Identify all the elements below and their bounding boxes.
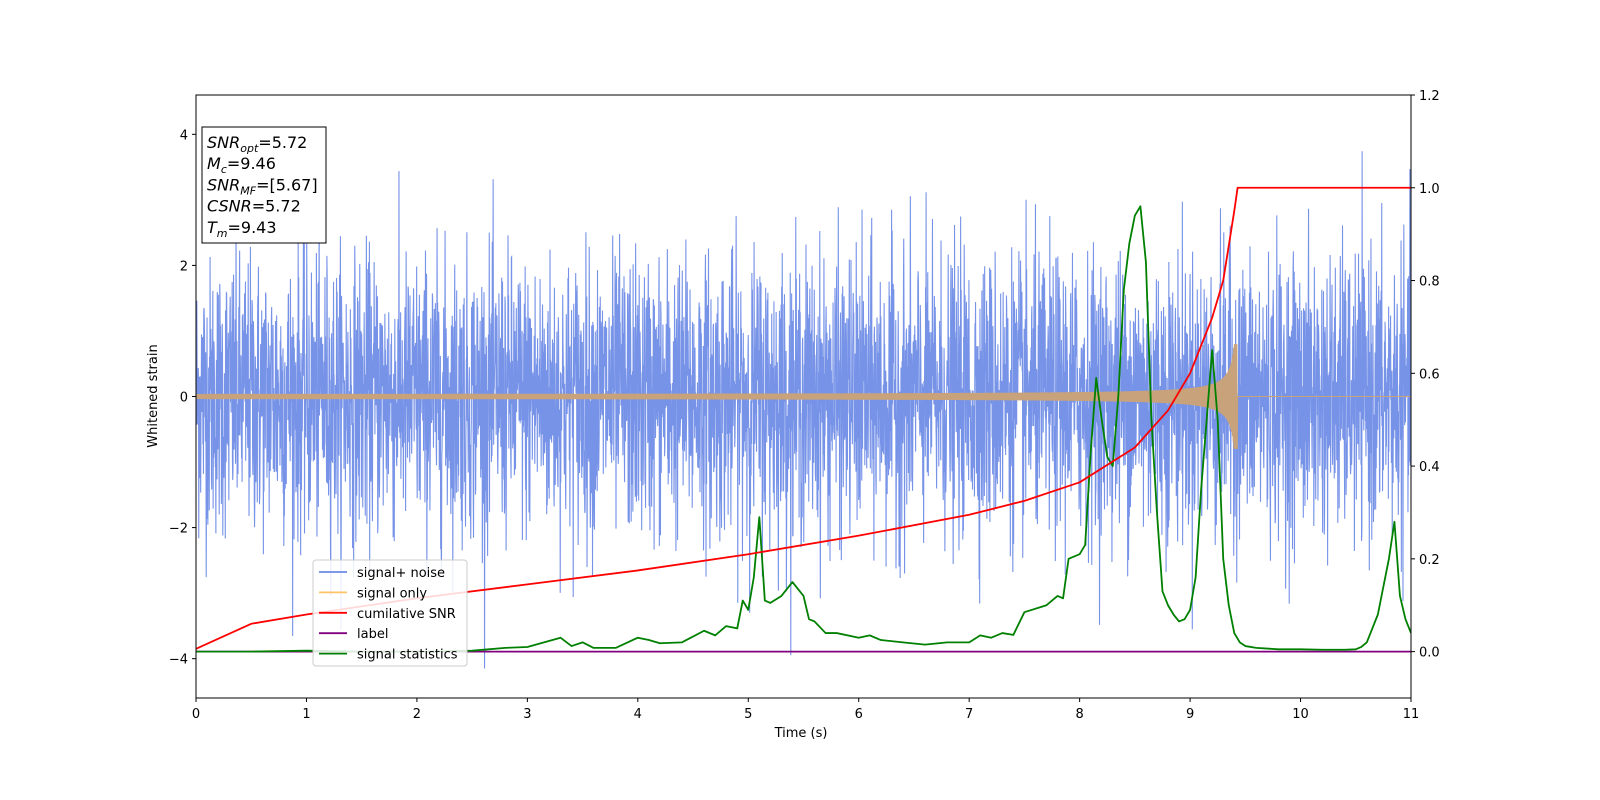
- y-left-tick-label: −2: [169, 522, 188, 537]
- info-line: Tm=9.43: [207, 218, 277, 240]
- info-value: =[5.67]: [256, 175, 318, 194]
- legend: signal+ noise signal only cumilative SNR la…: [312, 559, 468, 667]
- info-line: CSNR=5.72: [207, 197, 301, 216]
- y-right-tick-label: 0.2: [1419, 553, 1440, 568]
- x-tick-label: 5: [744, 707, 752, 722]
- info-line: Mc=9.46: [207, 154, 276, 176]
- signal-only-line: [196, 344, 1411, 449]
- info-value: =9.43: [228, 218, 277, 237]
- y-right-tick-label: 1.0: [1419, 182, 1440, 197]
- y-left-tick-label: −4: [169, 653, 188, 668]
- info-line: SNRMF=[5.67]: [207, 175, 318, 197]
- x-tick-label: 3: [523, 707, 531, 722]
- legend-label: signal statistics: [357, 648, 458, 663]
- info-subscript: c: [221, 163, 227, 176]
- x-tick-label: 9: [1186, 707, 1194, 722]
- info-subscript: m: [217, 227, 228, 240]
- x-tick-label: 2: [413, 707, 421, 722]
- y-left-tick-label: 2: [180, 259, 188, 274]
- y-right-tick-label: 0.4: [1419, 460, 1440, 475]
- x-tick-label: 4: [634, 707, 642, 722]
- legend-frame: [312, 559, 468, 667]
- x-axis-label: Time (s): [774, 726, 828, 741]
- y-right-tick-label: 1.2: [1419, 89, 1440, 104]
- info-value: =5.72: [252, 197, 301, 216]
- y-right-tick-label: 0.8: [1419, 275, 1440, 290]
- info-symbol: CSNR: [207, 197, 252, 216]
- legend-label: cumilative SNR: [357, 607, 456, 622]
- info-value: =9.46: [227, 154, 276, 173]
- info-value: =5.72: [258, 133, 307, 152]
- info-box: SNRopt=5.72Mc=9.46SNRMF=[5.67]CSNR=5.72T…: [201, 126, 327, 244]
- info-box-frame: [201, 126, 327, 244]
- axes-layer: 0 1 2 3 4 5 6 7 8 9 10 11 −4 −2 0 2 4 0.0 0.2 0.4 0.6 0.8 1.0 1…: [169, 89, 1440, 722]
- info-symbol: SNR: [207, 133, 240, 152]
- legend-label: label: [357, 627, 388, 642]
- x-tick-label: 0: [192, 707, 200, 722]
- x-tick-label: 1: [302, 707, 310, 722]
- y-right-tick-label: 0.6: [1419, 367, 1440, 382]
- info-symbol: SNR: [207, 175, 240, 194]
- signal-statistics-line: [196, 205, 1411, 653]
- info-symbol: T: [207, 218, 218, 237]
- info-subscript: MF: [240, 184, 256, 197]
- x-tick-label: 8: [1075, 707, 1083, 722]
- y-axis-label: Whitened strain: [146, 344, 161, 447]
- info-subscript: opt: [240, 142, 259, 155]
- x-tick-label: 11: [1403, 707, 1420, 722]
- x-tick-label: 10: [1292, 707, 1309, 722]
- y-left-tick-label: 0: [180, 391, 188, 406]
- y-left-tick-label: 4: [180, 128, 188, 143]
- y-right-tick-label: 0.0: [1419, 646, 1440, 661]
- info-line: SNRopt=5.72: [207, 133, 307, 155]
- legend-label: signal only: [357, 586, 427, 601]
- x-tick-label: 7: [965, 707, 973, 722]
- x-tick-label: 6: [855, 707, 863, 722]
- info-symbol: M: [207, 154, 221, 173]
- legend-label: signal+ noise: [357, 566, 445, 581]
